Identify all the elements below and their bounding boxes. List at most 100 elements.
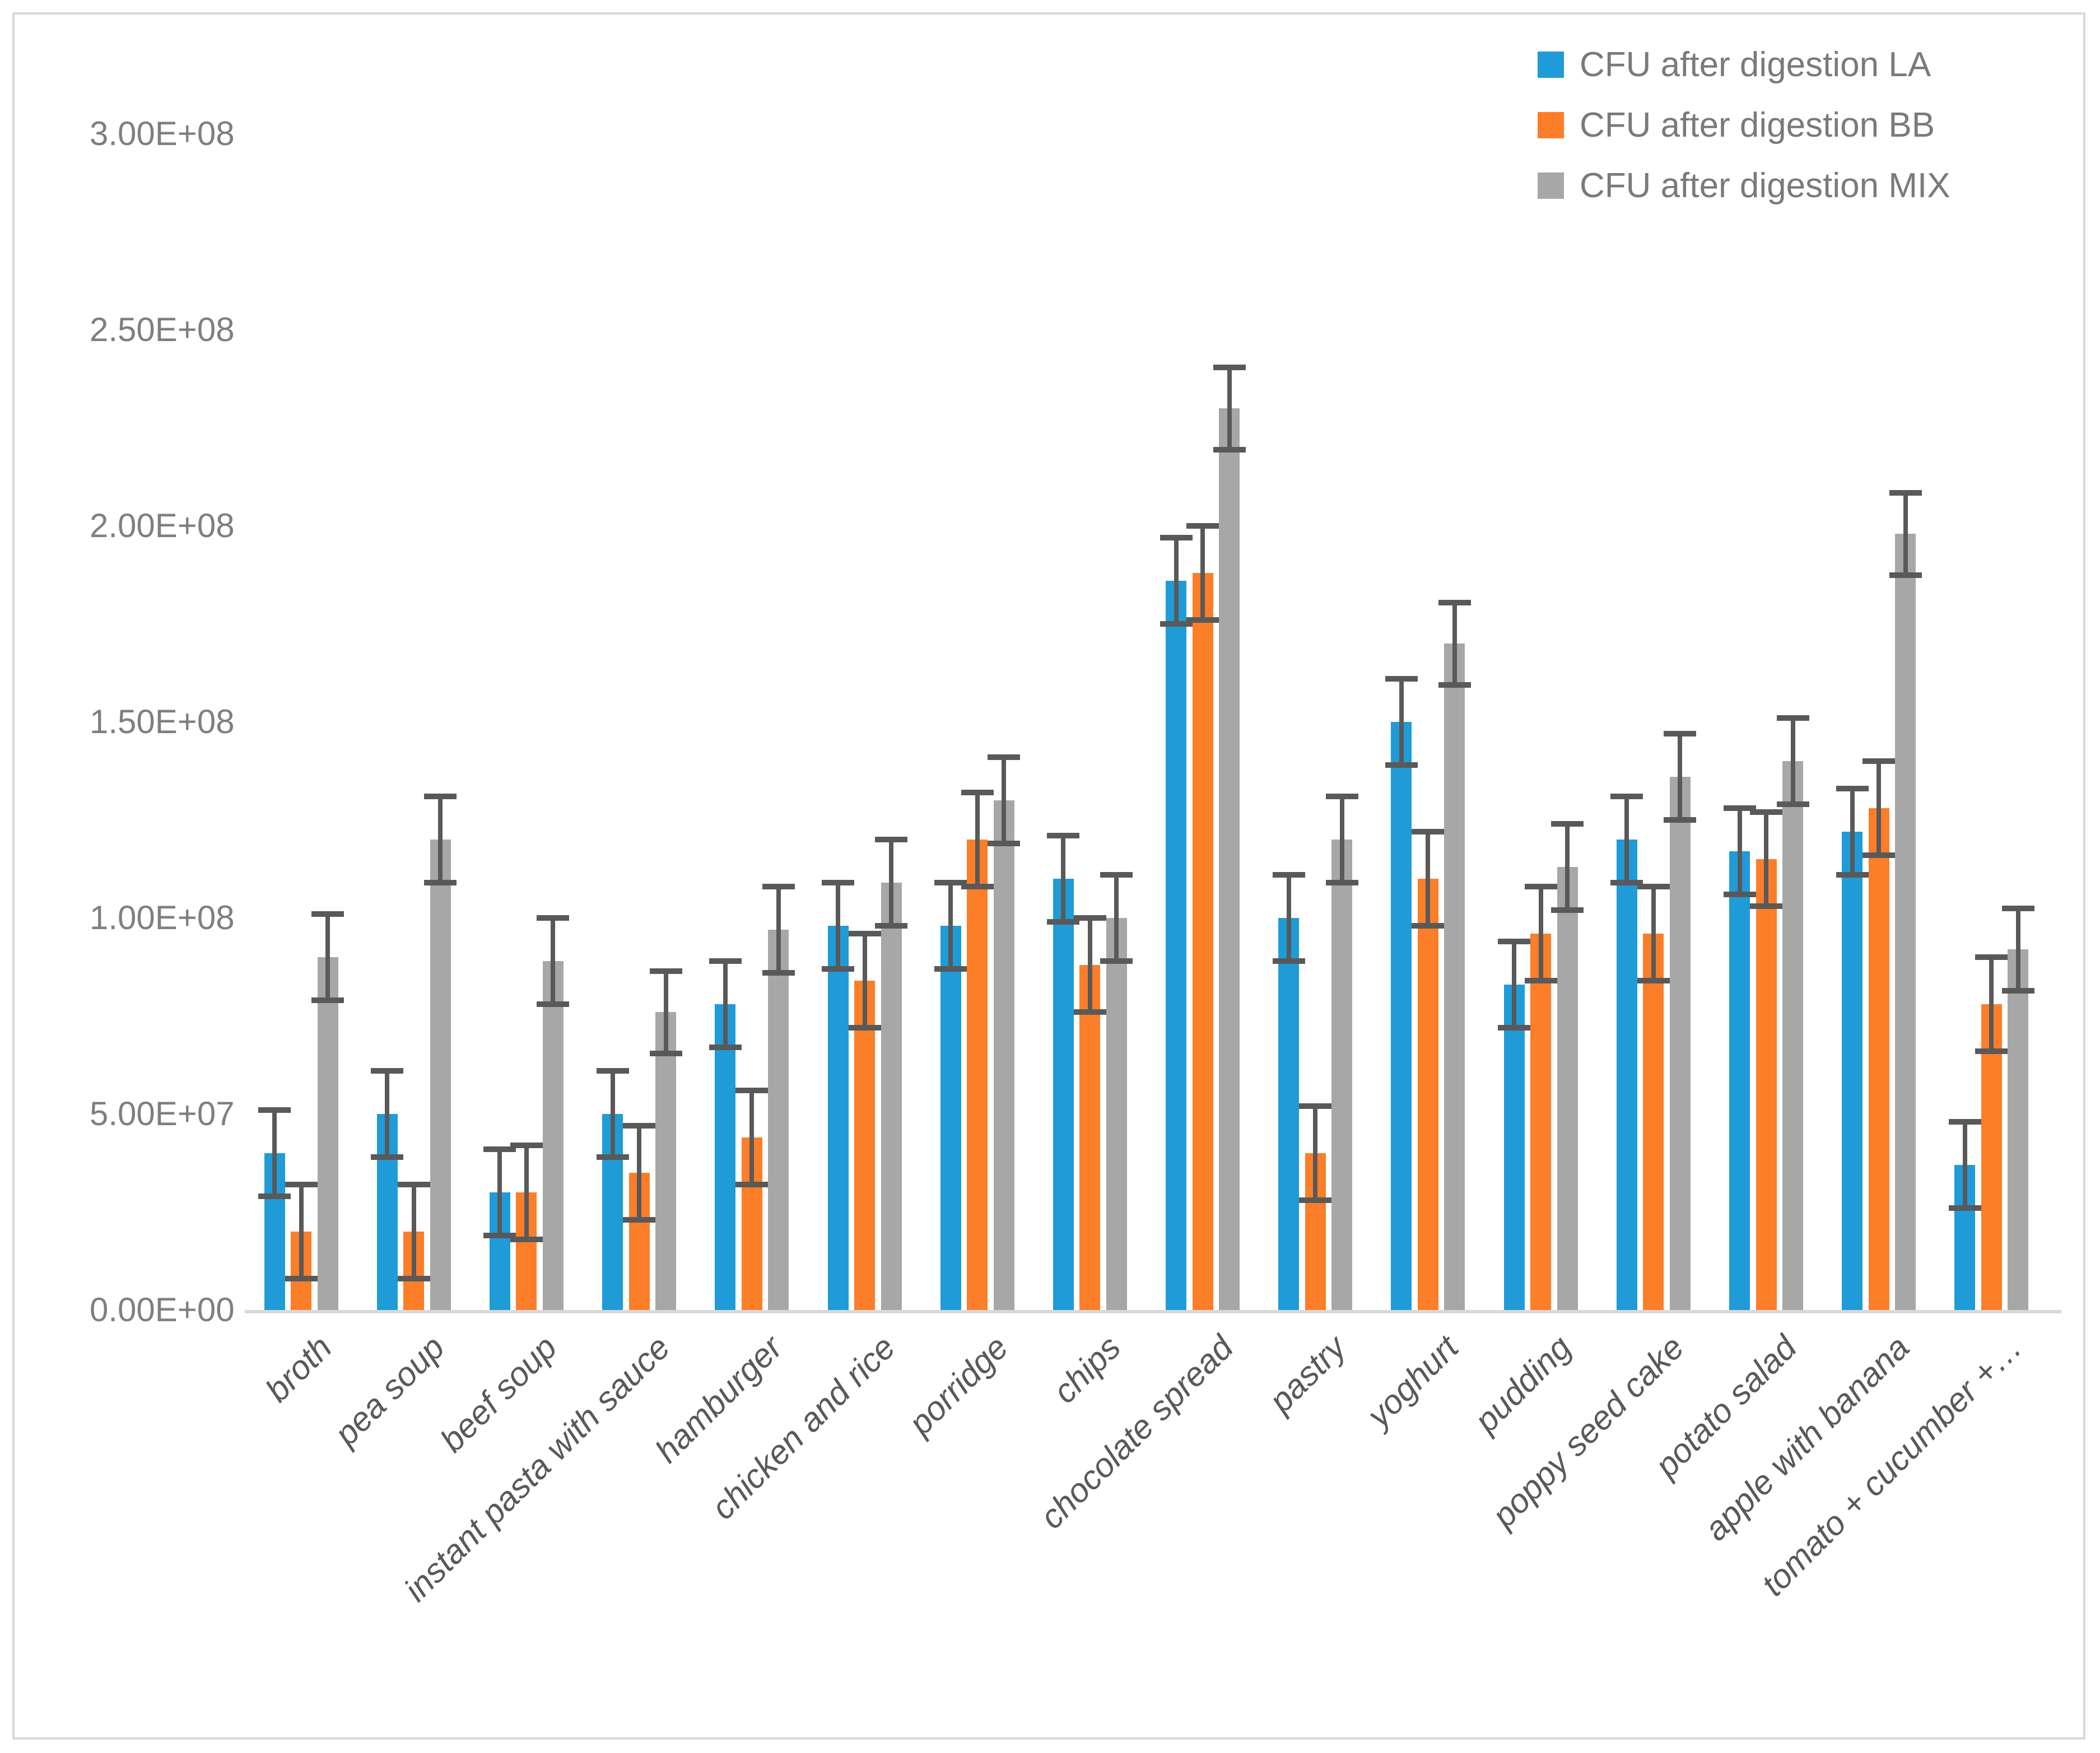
bar-la-14 xyxy=(1729,851,1750,1310)
error-bar-la-6 xyxy=(836,883,841,969)
error-bar-cap xyxy=(1551,907,1584,913)
error-bar-cap xyxy=(537,1001,570,1007)
bar-bb-9 xyxy=(1192,573,1213,1310)
error-bar-cap xyxy=(397,1182,430,1187)
bar-mix-4 xyxy=(655,1012,677,1310)
error-bar-cap xyxy=(1889,572,1922,578)
error-bar-cap xyxy=(1325,880,1358,885)
error-bar-cap xyxy=(424,794,457,799)
legend-item-bb: CFU after digestion BB xyxy=(1538,106,1950,144)
bar-bb-6 xyxy=(854,981,876,1310)
error-bar-cap xyxy=(1836,786,1869,791)
bar-bb-15 xyxy=(1868,808,1889,1310)
legend: CFU after digestion LA CFU after digesti… xyxy=(1538,45,1950,205)
bar-bb-14 xyxy=(1756,859,1777,1310)
error-bar-la-1 xyxy=(272,1110,277,1196)
error-bar-cap xyxy=(1047,919,1080,925)
error-bar-mix-9 xyxy=(1227,367,1232,450)
error-bar-bb-13 xyxy=(1651,887,1656,981)
error-bar-mix-13 xyxy=(1678,734,1683,820)
error-bar-cap xyxy=(1299,1197,1332,1203)
error-bar-cap xyxy=(1272,958,1305,964)
bar-mix-12 xyxy=(1557,867,1578,1310)
error-bar-cap xyxy=(1412,829,1445,834)
bar-bb-11 xyxy=(1417,879,1438,1310)
error-bar-la-3 xyxy=(497,1149,502,1236)
error-bar-la-9 xyxy=(1174,538,1179,624)
error-bar-cap xyxy=(1948,1205,1981,1211)
error-bar-cap xyxy=(371,1154,404,1160)
x-axis-label: yoghurt xyxy=(1359,1328,1466,1434)
error-bar-cap xyxy=(483,1146,516,1152)
error-bar-cap xyxy=(1723,805,1756,811)
error-bar-la-4 xyxy=(610,1071,615,1157)
error-bar-cap xyxy=(649,1050,682,1056)
error-bar-cap xyxy=(1385,676,1418,682)
error-bar-cap xyxy=(1100,958,1133,964)
error-bar-cap xyxy=(1889,489,1922,496)
x-axis-label: apple with banana xyxy=(1697,1328,1917,1548)
bar-la-9 xyxy=(1166,581,1187,1310)
error-bar-bb-12 xyxy=(1538,887,1543,981)
error-bar-mix-11 xyxy=(1452,602,1457,685)
bar-la-10 xyxy=(1278,918,1300,1310)
x-axis-label: pea soup xyxy=(327,1328,452,1453)
bar-mix-16 xyxy=(2008,949,2029,1310)
bar-bb-12 xyxy=(1530,934,1552,1310)
error-bar-cap xyxy=(1610,794,1643,799)
error-bar-mix-14 xyxy=(1790,718,1795,804)
error-bar-cap xyxy=(424,880,457,885)
error-bar-cap xyxy=(1047,833,1080,838)
error-bar-bb-1 xyxy=(299,1185,304,1279)
error-bar-cap xyxy=(1213,364,1246,370)
error-bar-la-11 xyxy=(1399,679,1404,765)
error-bar-cap xyxy=(822,966,855,972)
error-bar-cap xyxy=(934,880,967,885)
bar-bb-16 xyxy=(1981,1004,2002,1310)
error-bar-mix-12 xyxy=(1565,824,1570,910)
error-bar-cap xyxy=(1325,794,1358,799)
error-bar-cap xyxy=(1750,903,1783,909)
error-bar-la-5 xyxy=(723,961,728,1047)
legend-item-la: CFU after digestion LA xyxy=(1538,45,1950,84)
error-bar-cap xyxy=(988,754,1021,760)
bar-bb-13 xyxy=(1643,934,1664,1310)
error-bar-cap xyxy=(1524,978,1557,983)
bar-mix-11 xyxy=(1444,644,1465,1310)
error-bar-cap xyxy=(1073,915,1106,921)
bar-mix-15 xyxy=(1895,534,1916,1310)
legend-label-bb: CFU after digestion BB xyxy=(1580,105,1935,144)
bar-mix-10 xyxy=(1331,840,1353,1310)
y-axis-tick-label: 0.00E+00 xyxy=(90,1291,235,1328)
y-axis-tick-label: 2.00E+08 xyxy=(90,507,235,544)
error-bar-cap xyxy=(1836,872,1869,878)
error-bar-la-10 xyxy=(1286,875,1291,961)
y-axis-tick-label: 1.00E+08 xyxy=(90,899,235,936)
error-bar-bb-3 xyxy=(524,1145,529,1239)
error-bar-la-2 xyxy=(385,1071,390,1157)
error-bar-cap xyxy=(1637,884,1670,889)
error-bar-cap xyxy=(848,1025,881,1031)
error-bar-cap xyxy=(510,1143,543,1148)
error-bar-la-8 xyxy=(1061,836,1066,922)
x-axis-label: poppy seed cake xyxy=(1484,1328,1692,1535)
bar-la-12 xyxy=(1503,985,1525,1310)
legend-item-mix: CFU after digestion MIX xyxy=(1538,166,1950,205)
error-bar-bb-7 xyxy=(975,792,980,887)
error-bar-mix-6 xyxy=(889,840,894,926)
error-bar-cap xyxy=(510,1237,543,1242)
legend-label-mix: CFU after digestion MIX xyxy=(1580,166,1950,205)
bar-la-8 xyxy=(1053,879,1074,1310)
error-bar-cap xyxy=(1664,731,1697,736)
error-bar-cap xyxy=(762,970,795,976)
error-bar-cap xyxy=(988,841,1021,846)
error-bar-la-7 xyxy=(948,883,953,969)
legend-swatch-bb-icon xyxy=(1538,111,1564,138)
bar-la-15 xyxy=(1842,832,1863,1310)
error-bar-cap xyxy=(934,966,967,972)
error-bar-cap xyxy=(1664,817,1697,823)
error-bar-cap xyxy=(1862,852,1896,858)
error-bar-la-15 xyxy=(1850,789,1855,875)
x-axis-label: broth xyxy=(258,1328,339,1409)
error-bar-cap xyxy=(537,915,570,921)
